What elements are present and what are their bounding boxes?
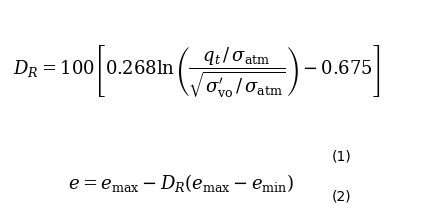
Text: $D_R = 100\left[0.268\ln\left(\dfrac{q_t\,/\,\sigma_{\mathrm{atm}}}{\sqrt{\sigma: $D_R = 100\left[0.268\ln\left(\dfrac{q_t… <box>13 44 380 100</box>
Text: (2): (2) <box>332 189 351 203</box>
Text: (1): (1) <box>332 149 351 163</box>
Text: $e = e_{\mathrm{max}} - D_R\left(e_{\mathrm{max}} - e_{\mathrm{min}}\right)$: $e = e_{\mathrm{max}} - D_R\left(e_{\mat… <box>68 172 295 194</box>
